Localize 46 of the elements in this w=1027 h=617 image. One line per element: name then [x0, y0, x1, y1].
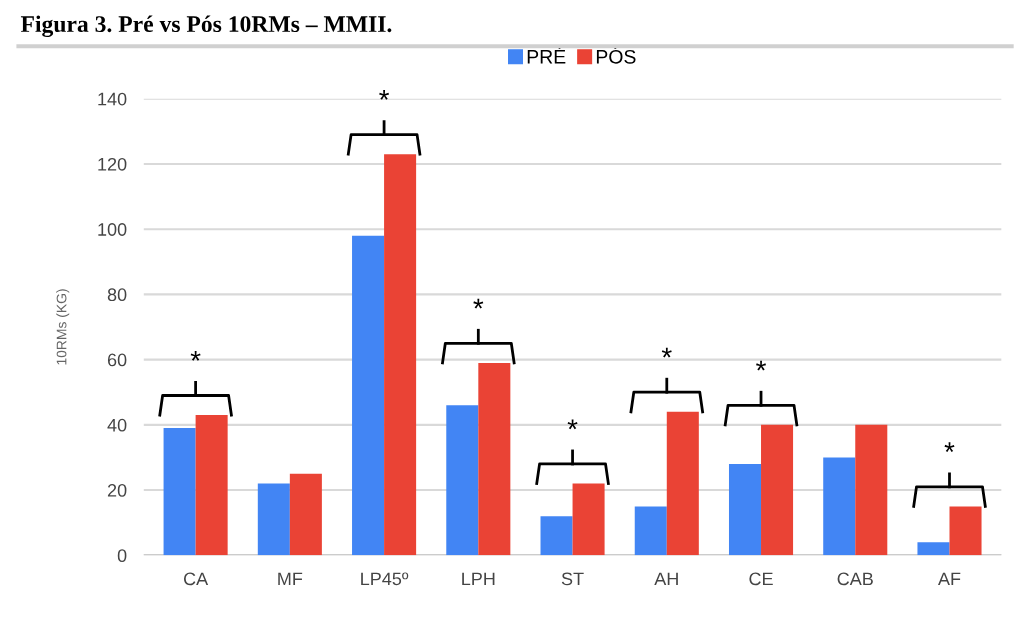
annotation: *: [190, 350, 201, 361]
bar: [257, 483, 290, 556]
x-tick-label: CA: [183, 572, 209, 586]
bar: [949, 506, 982, 556]
y-axis-title: 10RMs (KG): [56, 289, 70, 365]
bar: [917, 542, 950, 556]
x-tick-label: AF: [938, 572, 961, 586]
legend-label: PRÉ: [527, 46, 566, 64]
y-tick-label: 140: [98, 92, 127, 106]
bar: [195, 415, 228, 556]
bar: [855, 424, 888, 556]
y-tick-label: 40: [107, 418, 127, 432]
bar: [728, 463, 762, 556]
legend-label: PÓS: [596, 46, 636, 64]
bar: [163, 428, 196, 556]
x-tick-label: CE: [749, 572, 773, 586]
y-tick-label: 0: [117, 549, 127, 563]
y-tick-label: 80: [107, 288, 127, 302]
annotation: *: [661, 347, 672, 358]
annotation: *: [944, 442, 955, 453]
y-tick-label: 100: [98, 223, 127, 236]
annotation: *: [567, 419, 578, 430]
y-tick-label: 20: [107, 484, 127, 497]
bar: [634, 506, 667, 556]
bar: [540, 516, 573, 556]
bar: [446, 405, 479, 556]
bar: [478, 362, 511, 556]
bar: [289, 473, 322, 556]
bar: [572, 483, 605, 556]
x-tick-label: AH: [654, 572, 678, 586]
bar: [666, 411, 699, 556]
bar: [352, 235, 385, 556]
x-tick-label: LP45º: [361, 572, 409, 586]
annotation: *: [473, 298, 484, 309]
bar: [761, 424, 794, 556]
y-tick-label: 60: [107, 353, 127, 367]
x-tick-label: CAB: [837, 572, 873, 586]
bar: [384, 154, 417, 556]
x-tick-label: ST: [561, 572, 584, 586]
x-tick-label: LPH: [462, 572, 495, 586]
annotation: *: [379, 90, 390, 100]
y-tick-label: 120: [98, 157, 127, 171]
annotation: *: [756, 360, 766, 371]
chart-title: Figura 3. Pré vs Pós 10RMs – MMII.: [20, 15, 392, 38]
bar: [823, 457, 856, 556]
x-tick-label: MF: [278, 572, 303, 586]
